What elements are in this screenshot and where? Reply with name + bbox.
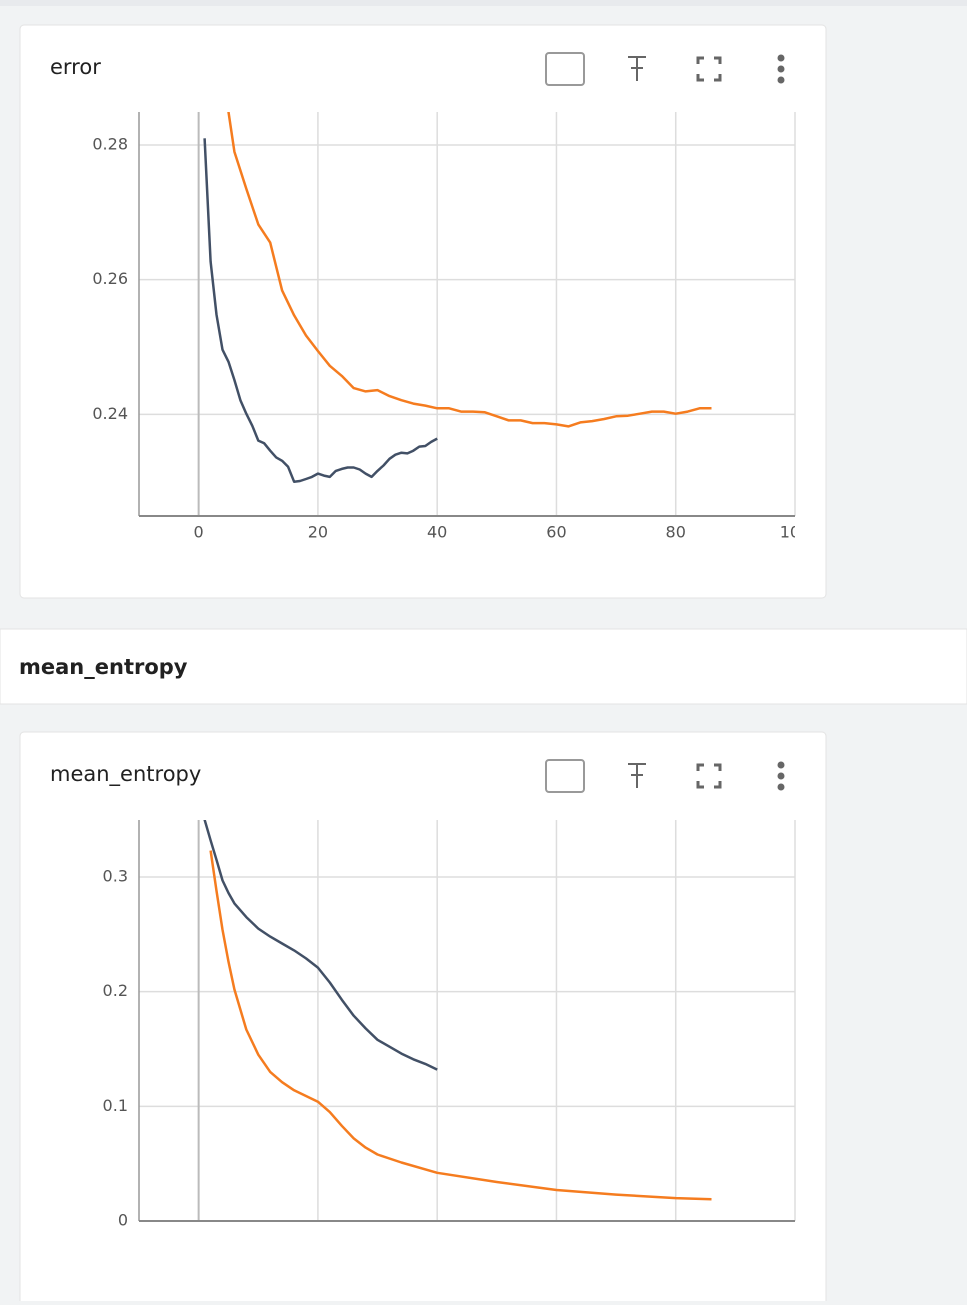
- series-line: [209, 850, 712, 1201]
- chart-title: error: [50, 55, 101, 79]
- series-line: [227, 112, 712, 428]
- fullscreen-button[interactable]: [696, 763, 722, 789]
- toolbar: [545, 52, 785, 86]
- y-tick-label: 0.3: [103, 866, 128, 885]
- card: [19, 24, 827, 599]
- chart: error 0.24 0.26 0.28 0 20 40 60 80 100: [50, 55, 811, 542]
- pin-button[interactable]: [628, 56, 646, 81]
- series-line: [203, 820, 438, 1071]
- x-tick-label: 80: [666, 523, 686, 542]
- card: [19, 731, 827, 1305]
- section-band: [0, 628, 967, 705]
- series-line: [203, 138, 438, 483]
- fit-button[interactable]: [545, 759, 585, 793]
- x-tick-label: 0: [194, 523, 204, 542]
- chart-title: mean_entropy: [50, 762, 201, 787]
- x-tick-label: 60: [546, 523, 566, 542]
- pin-button[interactable]: [628, 763, 646, 788]
- section-header: mean_entropy: [19, 655, 188, 679]
- x-tick-label: 40: [427, 523, 447, 542]
- fullscreen-button[interactable]: [696, 56, 722, 82]
- top-strip: [0, 0, 967, 6]
- y-tick-label: 0.1: [103, 1096, 128, 1115]
- x-tick-label: 20: [308, 523, 328, 542]
- fit-button[interactable]: [545, 52, 585, 86]
- y-tick-label: 0.24: [92, 404, 128, 423]
- y-tick-label: 0.2: [103, 981, 128, 1000]
- menu-button[interactable]: [777, 761, 785, 791]
- y-tick-label: 0.26: [92, 269, 128, 288]
- y-tick-label: 0: [118, 1211, 128, 1230]
- x-tick-label: 100: [780, 523, 811, 542]
- y-tick-label: 0.28: [92, 134, 128, 153]
- menu-button[interactable]: [777, 54, 785, 84]
- toolbar: [545, 759, 785, 793]
